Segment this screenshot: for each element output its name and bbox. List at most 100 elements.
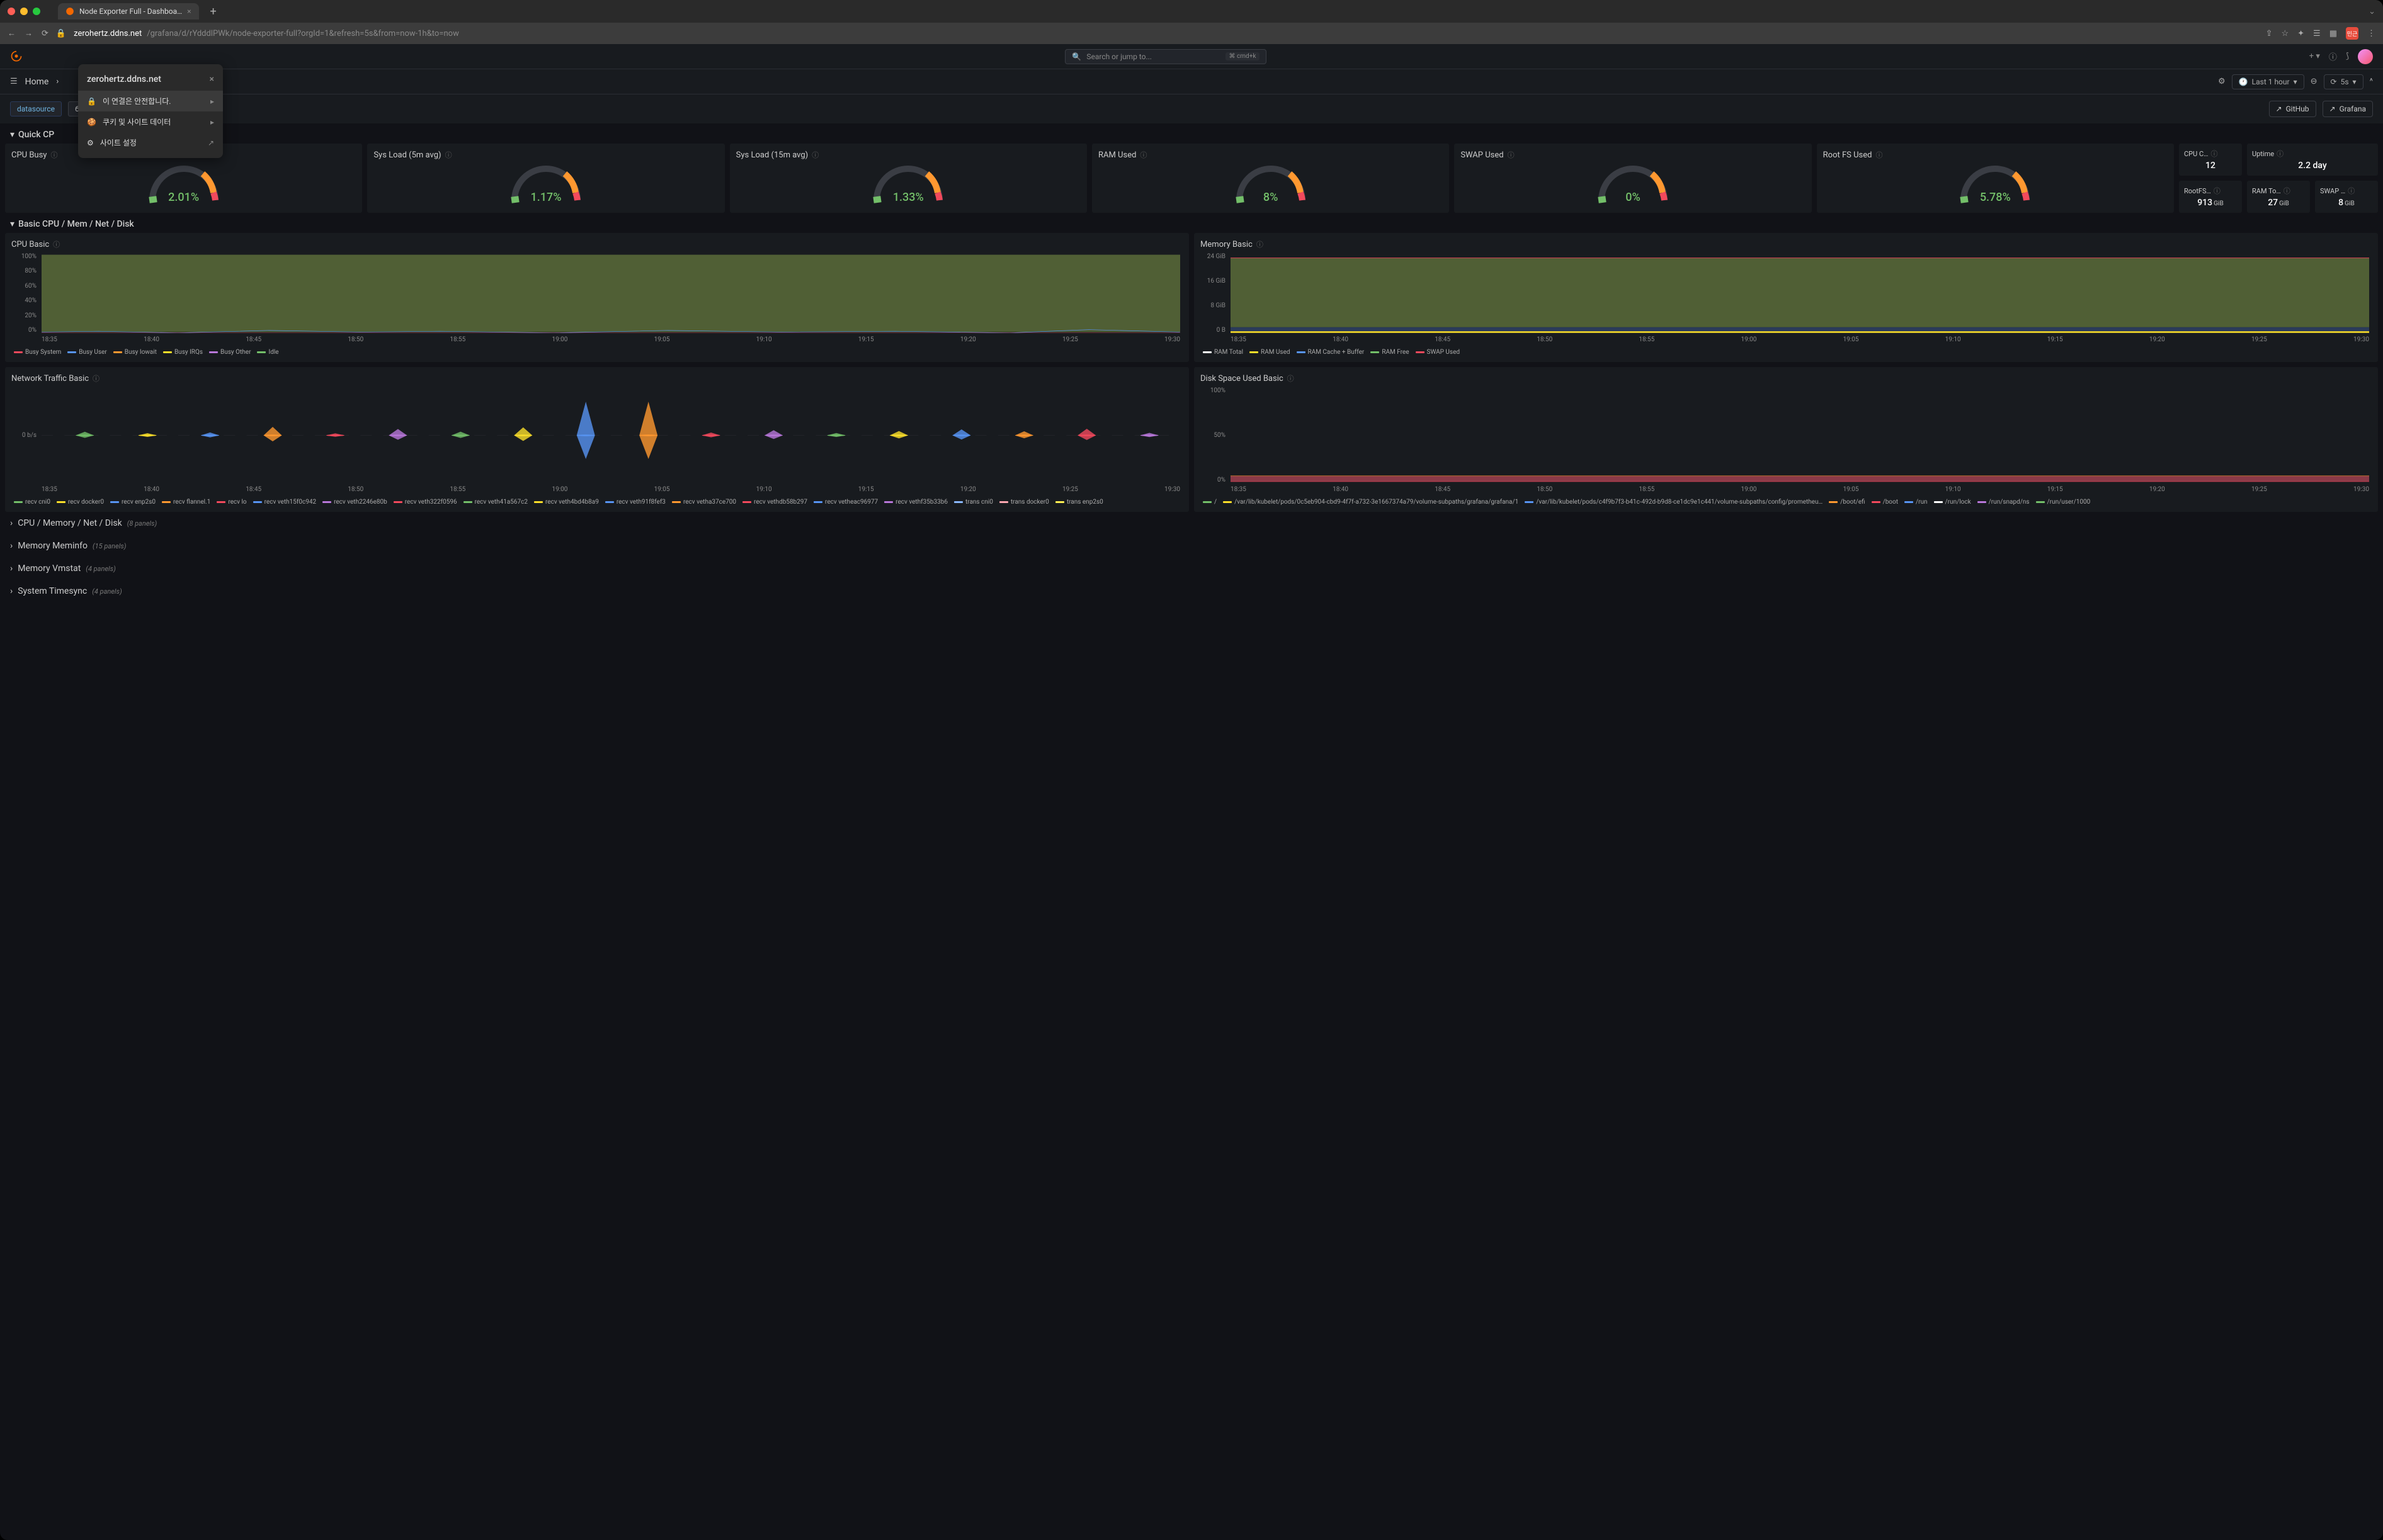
legend-item[interactable]: trans cni0 — [954, 499, 993, 506]
panel-network-basic[interactable]: Network Traffic Basicⓘ 0 b/s 18:3518:401… — [5, 367, 1189, 512]
legend-label: /var/lib/kubelet/pods/c4f9b7f3-b41c-492d… — [1536, 499, 1823, 506]
maximize-window-button[interactable] — [33, 8, 40, 15]
legend-item[interactable]: /boot/efi — [1829, 499, 1865, 506]
stat-cpu-cores[interactable]: CPU C…ⓘ 12 — [2179, 144, 2242, 176]
add-panel-button[interactable]: + ▾ — [2309, 52, 2320, 61]
info-icon: ⓘ — [93, 373, 100, 383]
gauge-panel-5[interactable]: Root FS Usedⓘ 5.78% — [1817, 144, 2174, 213]
rss-icon[interactable]: ⟆ — [2346, 52, 2349, 61]
legend-item[interactable]: recv veth2246e80b — [322, 499, 387, 506]
legend-item[interactable]: recv veth91f8fef3 — [605, 499, 666, 506]
legend-item[interactable]: SWAP Used — [1416, 349, 1460, 356]
collapsed-row-0[interactable]: › CPU / Memory / Net / Disk (8 panels) — [5, 512, 2378, 535]
popup-item-site-settings[interactable]: ⚙ 사이트 설정 ↗ — [78, 132, 223, 153]
legend-item[interactable]: trans docker0 — [999, 499, 1049, 506]
minimize-window-button[interactable] — [20, 8, 28, 15]
legend-item[interactable]: /run/user/1000 — [2036, 499, 2091, 506]
gauge-panel-1[interactable]: Sys Load (5m avg)ⓘ 1.17% — [367, 144, 724, 213]
row-header-quick[interactable]: ▾ Quick CP — [5, 123, 2378, 144]
refresh-picker[interactable]: ⟳ 5s ▾ — [2324, 74, 2363, 89]
legend-item[interactable]: recv enp2s0 — [110, 499, 156, 506]
legend-item[interactable]: recv vetheac96977 — [814, 499, 878, 506]
legend-item[interactable]: /run/lock — [1934, 499, 1971, 506]
url-input[interactable]: zerohertz.ddns.net/grafana/d/rYdddlPWk/n… — [74, 29, 2258, 38]
reload-button[interactable]: ⟳ — [42, 29, 48, 38]
popup-item-connection-secure[interactable]: 🔒 이 연결은 안전합니다. ▸ — [78, 91, 223, 111]
panel-cpu-basic[interactable]: CPU Basicⓘ 100%80%60%40%20%0% 18:3518:40… — [5, 233, 1189, 362]
panel-memory-basic[interactable]: Memory Basicⓘ 24 GiB16 GiB8 GiB0 B 18:35… — [1194, 233, 2378, 362]
legend-item[interactable]: RAM Free — [1370, 349, 1409, 356]
breadcrumb-home[interactable]: Home — [25, 77, 49, 87]
legend-item[interactable]: trans enp2s0 — [1055, 499, 1103, 506]
legend-item[interactable]: Idle — [257, 349, 278, 356]
legend-item[interactable]: Busy User — [67, 349, 106, 356]
stat-ram-total[interactable]: RAM To…ⓘ 27GiB — [2247, 181, 2310, 213]
legend-item[interactable]: RAM Used — [1249, 349, 1290, 356]
close-window-button[interactable] — [8, 8, 15, 15]
collapse-toolbar-icon[interactable]: ^ — [2370, 77, 2373, 86]
nav-menu-icon[interactable]: ☰ — [10, 77, 18, 86]
legend-item[interactable]: recv vethf35b33b6 — [884, 499, 948, 506]
legend-item[interactable]: RAM Total — [1203, 349, 1243, 356]
legend-swatch — [1249, 351, 1258, 353]
link-grafana[interactable]: ↗ Grafana — [2323, 101, 2373, 117]
link-github[interactable]: ↗ GitHub — [2269, 101, 2316, 117]
legend-item[interactable]: /run/snapd/ns — [1977, 499, 2030, 506]
legend-item[interactable]: /var/lib/kubelet/pods/c4f9b7f3-b41c-492d… — [1525, 499, 1823, 506]
help-icon[interactable]: ⓘ — [2329, 50, 2337, 62]
legend-item[interactable]: /run — [1904, 499, 1928, 506]
back-button[interactable]: ← — [8, 28, 16, 38]
legend-item[interactable]: recv flannel.1 — [162, 499, 210, 506]
user-avatar[interactable] — [2358, 49, 2373, 64]
collapsed-row-3[interactable]: › System Timesync (4 panels) — [5, 580, 2378, 603]
bookmark-icon[interactable]: ☆ — [2281, 29, 2289, 38]
stat-swap-total[interactable]: SWAP …ⓘ 8GiB — [2315, 181, 2378, 213]
browser-tab[interactable]: Node Exporter Full - Dashboa… × — [58, 3, 199, 20]
gauge-panel-4[interactable]: SWAP Usedⓘ 0% — [1454, 144, 1811, 213]
legend-item[interactable]: Busy Other — [209, 349, 251, 356]
reading-list-icon[interactable]: ☰ — [2313, 29, 2321, 38]
legend-item[interactable]: recv lo — [217, 499, 246, 506]
share-icon[interactable]: ⇪ — [2266, 29, 2273, 38]
legend-item[interactable]: recv docker0 — [57, 499, 104, 506]
new-tab-button[interactable]: + — [210, 5, 217, 18]
tab-close-icon[interactable]: × — [187, 7, 191, 16]
browser-menu-icon[interactable]: ⋮ — [2367, 29, 2375, 38]
panel-disk-basic[interactable]: Disk Space Used Basicⓘ 100%50%0% 18:3518… — [1194, 367, 2378, 512]
dashboard-settings-icon[interactable]: ⚙ — [2218, 77, 2226, 86]
zoom-out-icon[interactable]: ⊖ — [2311, 77, 2318, 86]
legend-item[interactable]: recv veth41a567c2 — [464, 499, 528, 506]
popup-item-cookies[interactable]: 🍪 쿠키 및 사이트 데이터 ▸ — [78, 111, 223, 132]
extension-blocker-icon[interactable]: ▦ — [2329, 29, 2337, 38]
legend-item[interactable]: Busy System — [14, 349, 61, 356]
legend-item[interactable]: recv cni0 — [14, 499, 50, 506]
legend-item[interactable]: Busy Iowait — [113, 349, 157, 356]
extensions-icon[interactable]: ✦ — [2297, 29, 2304, 38]
popup-close-icon[interactable]: × — [210, 74, 214, 84]
tabs-menu-chevron[interactable]: ⌄ — [2369, 7, 2375, 16]
collapsed-row-1[interactable]: › Memory Meminfo (15 panels) — [5, 535, 2378, 557]
legend-item[interactable]: Busy IRQs — [163, 349, 203, 356]
gauge-panel-2[interactable]: Sys Load (15m avg)ⓘ 1.33% — [730, 144, 1087, 213]
legend-item[interactable]: recv vethdb58b297 — [742, 499, 807, 506]
legend-item[interactable]: RAM Cache + Buffer — [1297, 349, 1365, 356]
legend-item[interactable]: / — [1203, 499, 1217, 506]
legend-item[interactable]: recv vetha37ce700 — [672, 499, 736, 506]
stat-rootfs[interactable]: RootFS…ⓘ 913GiB — [2179, 181, 2242, 213]
row-header-basic[interactable]: ▾ Basic CPU / Mem / Net / Disk — [5, 213, 2378, 233]
stat-uptime[interactable]: Uptimeⓘ 2.2 day — [2247, 144, 2378, 176]
global-search-input[interactable]: 🔍 Search or jump to... ⌘ cmd+k — [1065, 49, 1266, 64]
legend-item[interactable]: recv veth4bd4b8a9 — [534, 499, 599, 506]
site-info-lock-icon[interactable]: 🔒 — [56, 29, 66, 38]
collapsed-row-2[interactable]: › Memory Vmstat (4 panels) — [5, 557, 2378, 580]
grafana-logo-icon[interactable] — [10, 50, 23, 63]
forward-button[interactable]: → — [25, 28, 33, 38]
legend-item[interactable]: recv veth322f0596 — [394, 499, 457, 506]
var-datasource[interactable]: datasource — [10, 101, 62, 116]
legend-item[interactable]: recv veth15f0c942 — [253, 499, 316, 506]
gauge-panel-3[interactable]: RAM Usedⓘ 8% — [1092, 144, 1449, 213]
legend-item[interactable]: /var/lib/kubelet/pods/0c5eb904-cbd9-4f7f… — [1223, 499, 1518, 506]
profile-badge[interactable]: 민근 — [2346, 27, 2358, 40]
legend-item[interactable]: /boot — [1872, 499, 1898, 506]
time-range-picker[interactable]: 🕐 Last 1 hour ▾ — [2232, 74, 2304, 89]
